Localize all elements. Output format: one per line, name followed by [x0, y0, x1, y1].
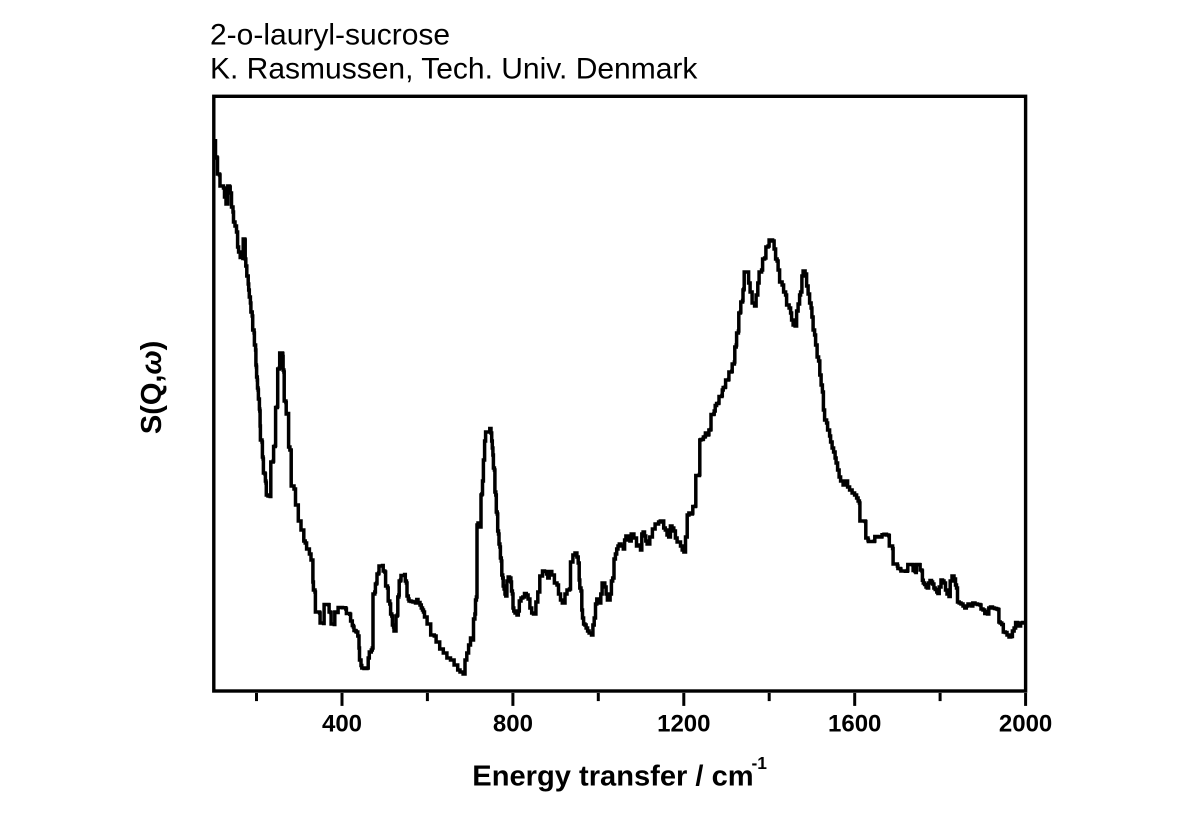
svg-text:Energy transfer / cm: Energy transfer / cm — [472, 760, 753, 792]
svg-text:1200: 1200 — [657, 711, 710, 738]
svg-text:800: 800 — [493, 711, 533, 738]
svg-text:2-o-lauryl-sucrose: 2-o-lauryl-sucrose — [210, 19, 450, 52]
svg-text:2000: 2000 — [999, 711, 1052, 738]
svg-text:S(Q,ω): S(Q,ω) — [136, 341, 168, 435]
svg-text:400: 400 — [322, 711, 362, 738]
svg-text:-1: -1 — [752, 753, 768, 773]
svg-text:K. Rasmussen, Tech. Univ. Denm: K. Rasmussen, Tech. Univ. Denmark — [210, 53, 698, 86]
svg-text:1600: 1600 — [828, 711, 881, 738]
